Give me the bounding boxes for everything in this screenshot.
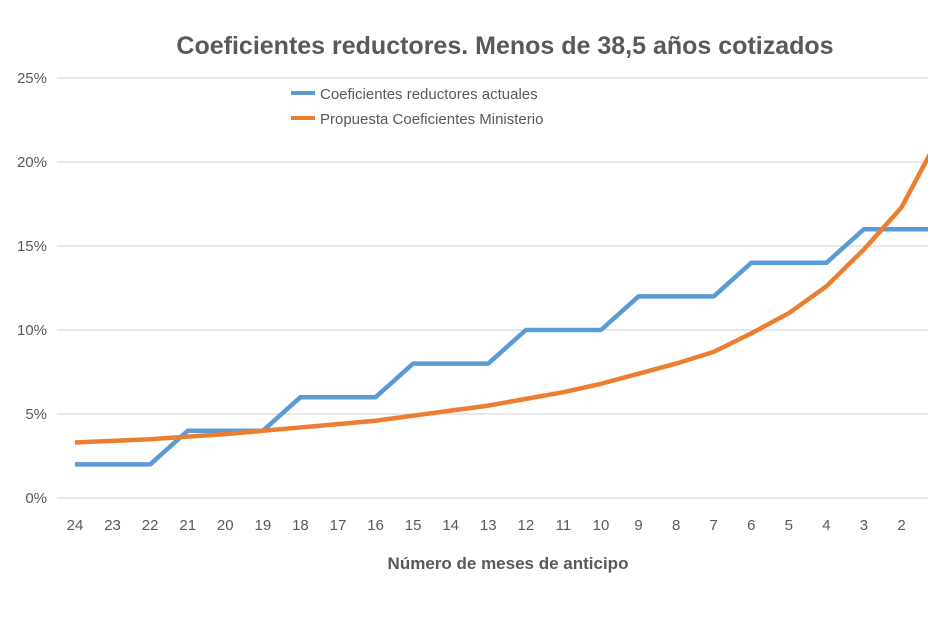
y-tick-label: 20%: [17, 154, 47, 171]
series-lines: [74, 152, 928, 467]
y-tick-label: 5%: [25, 406, 47, 423]
y-tick-labels: 0% 5% 10% 15% 20% 25%: [17, 70, 47, 507]
legend-label-actuales: Coeficientes reductores actuales: [320, 86, 538, 103]
x-tick-label: 8: [672, 517, 680, 534]
x-tick-label: 17: [330, 517, 347, 534]
x-tick-label: 20: [217, 517, 234, 534]
x-tick-label: 14: [442, 517, 459, 534]
y-tick-label: 25%: [17, 70, 47, 87]
y-tick-label: 0%: [25, 490, 47, 507]
gridlines: [57, 77, 928, 499]
x-tick-label: 6: [747, 517, 755, 534]
x-tick-label: 18: [292, 517, 309, 534]
x-tick-label: 13: [480, 517, 497, 534]
x-tick-label: 16: [367, 517, 384, 534]
series-line-2: [74, 152, 928, 445]
series-line-1: [75, 226, 928, 467]
x-tick-label: 12: [517, 517, 534, 534]
x-tick-label: 9: [634, 517, 642, 534]
y-tick-label: 10%: [17, 322, 47, 339]
x-tick-label: 10: [593, 517, 610, 534]
legend-label-propuesta: Propuesta Coeficientes Ministerio: [320, 111, 543, 128]
x-tick-label: 24: [67, 517, 84, 534]
x-tick-label: 5: [785, 517, 793, 534]
x-tick-labels: 242322212019181716151413121110987654321: [67, 517, 906, 534]
x-tick-label: 23: [104, 517, 121, 534]
y-tick-label: 15%: [17, 238, 47, 255]
x-tick-label: 11: [556, 517, 572, 534]
x-tick-label: 15: [405, 517, 422, 534]
chart-title: Coeficientes reductores. Menos de 38,5 a…: [176, 32, 833, 60]
legend: Coeficientes reductores actuales Propues…: [291, 86, 543, 128]
x-axis-title: Número de meses de anticipo: [388, 554, 629, 573]
x-tick-label: 21: [179, 517, 196, 534]
x-tick-label: 3: [860, 517, 868, 534]
x-tick-label: 19: [255, 517, 272, 534]
x-tick-label: 7: [710, 517, 718, 534]
x-tick-label: 22: [142, 517, 159, 534]
x-tick-label: 4: [822, 517, 830, 534]
x-tick-label: 2: [897, 517, 905, 534]
